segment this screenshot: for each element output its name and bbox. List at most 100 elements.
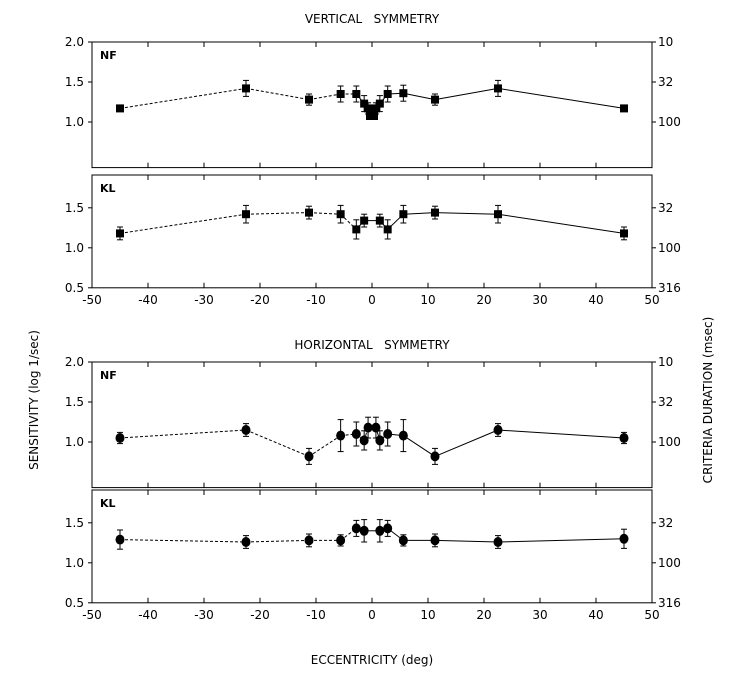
- series-segment: [434, 429, 499, 457]
- panel-nf-vertical: NF 2.0 10 1.5 32 1.0 100: [65, 35, 681, 169]
- data-point-circle: [493, 425, 503, 435]
- x-tick-label: 20: [476, 608, 491, 622]
- y-tick-label-right: 100: [658, 115, 681, 129]
- data-point-circle: [430, 451, 440, 462]
- series-segment: [434, 87, 499, 101]
- data-point-square: [431, 208, 439, 217]
- series-segment: [119, 87, 247, 109]
- x-tick-label: 20: [476, 293, 491, 307]
- y-tick-label-right: 32: [658, 75, 673, 89]
- series-segment: [497, 213, 625, 234]
- y-tick-label-right: 32: [658, 395, 673, 409]
- x-tick-label: -30: [194, 293, 214, 307]
- data-point-square: [116, 104, 124, 113]
- series-segment: [245, 212, 310, 215]
- data-point-circle: [359, 525, 369, 536]
- title-vertical: VERTICAL SYMMETRY: [305, 12, 440, 26]
- data-point-square: [336, 210, 345, 219]
- series-segment: [403, 92, 436, 101]
- series-segment: [434, 539, 499, 543]
- y-tick-label-right: 100: [658, 435, 681, 449]
- y-tick-label: 1.0: [65, 115, 84, 129]
- y-axis-label-right: CRITERIA DURATION (msec): [701, 317, 715, 484]
- panel-label: KL: [100, 182, 116, 195]
- title-horizontal: HORIZONTAL SYMMETRY: [294, 338, 450, 352]
- data-point-square: [620, 104, 628, 113]
- y-tick-label: 1.0: [65, 556, 84, 570]
- data-point-circle: [115, 433, 125, 443]
- data-point-square: [305, 208, 313, 217]
- series-segment: [245, 539, 310, 543]
- panel-label: KL: [100, 497, 116, 510]
- data-point-circle: [304, 535, 314, 546]
- series-segment: [245, 87, 310, 101]
- data-point-circle: [619, 533, 629, 544]
- series-segment: [308, 435, 341, 457]
- data-point-square: [352, 225, 361, 234]
- data-point-circle: [363, 422, 373, 433]
- x-tick-label: -20: [250, 608, 270, 622]
- x-tick-label: -30: [194, 608, 214, 622]
- data-point-square: [399, 210, 408, 219]
- series-segment: [403, 435, 436, 457]
- panel-label: NF: [100, 49, 117, 62]
- y-tick-label-right: 100: [658, 556, 681, 570]
- series-segment: [497, 538, 625, 543]
- y-tick-label: 2.0: [65, 355, 84, 369]
- data-point-square: [620, 229, 628, 238]
- series-segment: [119, 213, 247, 234]
- series-segment: [497, 87, 625, 109]
- panel-frame: [91, 489, 653, 604]
- data-point-square: [371, 104, 380, 113]
- x-tick-label: 40: [588, 608, 603, 622]
- x-tick-label: 50: [644, 293, 659, 307]
- data-point-square: [383, 90, 392, 98]
- series-segment: [434, 212, 499, 215]
- y-tick-label-right: 10: [658, 35, 673, 49]
- data-point-square: [305, 95, 313, 104]
- x-tick-label: 30: [532, 293, 547, 307]
- data-point-circle: [336, 430, 346, 441]
- data-point-square: [116, 229, 124, 238]
- data-point-square: [494, 210, 502, 219]
- data-point-circle: [375, 525, 385, 536]
- data-point-circle: [383, 523, 393, 534]
- data-point-circle: [619, 433, 629, 443]
- data-point-square: [352, 90, 361, 98]
- y-tick-label: 1.5: [65, 201, 84, 215]
- y-tick-label: 1.5: [65, 395, 84, 409]
- y-tick-label-right: 32: [658, 516, 673, 530]
- y-tick-label: 0.5: [65, 596, 84, 610]
- panel-label: NF: [100, 369, 117, 382]
- x-tick-label: 50: [644, 608, 659, 622]
- y-tick-label-right: 100: [658, 241, 681, 255]
- data-point-square: [360, 216, 369, 225]
- series-segment: [119, 429, 247, 439]
- x-axis-label: ECCENTRICITY (deg): [311, 653, 433, 667]
- data-point-circle: [493, 537, 503, 547]
- x-tick-label: -40: [138, 608, 158, 622]
- x-tick-label: -40: [138, 293, 158, 307]
- y-tick-label-right: 10: [658, 355, 673, 369]
- y-tick-label-right: 316: [658, 596, 681, 610]
- data-point-square: [375, 216, 384, 225]
- data-point-circle: [430, 535, 440, 546]
- x-tick-label: 0: [368, 608, 376, 622]
- x-tick-label: 0: [368, 293, 376, 307]
- panel-kl-horizontal: KL -50 -40 -30 -20 -10 0 10 20 30 40 50 1.5 32 1.0 100 0…: [65, 489, 681, 622]
- x-tick-label: 10: [420, 608, 435, 622]
- x-tick-label: -50: [82, 293, 102, 307]
- y-axis-label-left: SENSITIVITY (log 1/sec): [27, 330, 41, 470]
- panel-kl-vertical: KL -50 -40 -30 -20 -10 0 10 20 30 40 50 1.5 32 1.0 100 0…: [65, 174, 681, 307]
- y-tick-label: 2.0: [65, 35, 84, 49]
- data-point-square: [360, 99, 369, 108]
- data-point-circle: [371, 422, 381, 433]
- y-tick-label: 0.5: [65, 281, 84, 295]
- series-segment: [308, 212, 341, 215]
- data-point-circle: [336, 535, 346, 546]
- data-point-square: [431, 95, 439, 104]
- data-point-square: [494, 84, 502, 93]
- x-tick-label: -50: [82, 608, 102, 622]
- y-tick-label-right: 32: [658, 201, 673, 215]
- x-tick-label: 10: [420, 293, 435, 307]
